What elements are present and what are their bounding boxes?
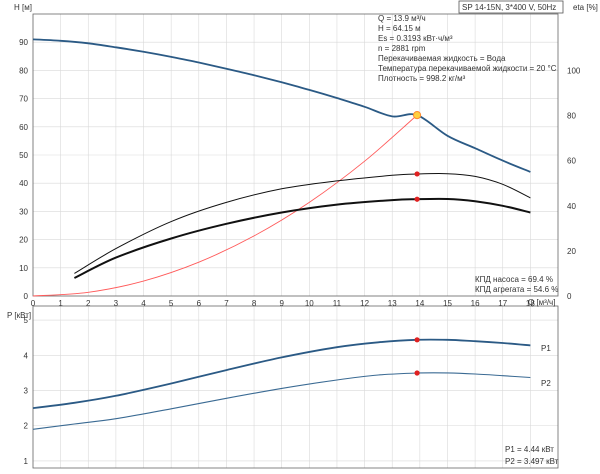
x-tick-label: 1 [58, 299, 63, 308]
system-curve [32, 114, 418, 297]
power-y-tick-label: 2 [24, 422, 29, 431]
head-curve [32, 38, 531, 173]
power-y-tick-label: 1 [24, 457, 29, 466]
right-axis-label-eta: eta [%] [573, 3, 598, 12]
x-tick-label: 11 [333, 299, 342, 308]
power-y-tick-label: 4 [24, 351, 29, 360]
title-box [458, 0, 564, 14]
annotation-speed: n = 2881 rpm [378, 44, 426, 53]
y-tick-label: 60 [19, 123, 28, 132]
y-right-tick-label: 20 [567, 247, 576, 256]
power-plot-frame [32, 305, 559, 469]
unit-efficiency-curve [73, 197, 531, 279]
annotation-unit-efficiency: КПД агрегата = 54.6 % [475, 285, 558, 294]
x-tick-label: 9 [279, 299, 284, 308]
annotation-pump-efficiency: КПД насоса = 69.4 % [475, 275, 553, 284]
duty-annotations: Q = 13.9 м³/ч H = 64.15 м Es = 0.3193 кВ… [378, 14, 557, 83]
annotation-temperature: Температура перекачиваемой жидкости = 20… [378, 64, 557, 73]
x-tick-label: 10 [305, 299, 314, 308]
x-tick-label: 13 [388, 299, 397, 308]
y-tick-label: 80 [19, 66, 28, 75]
y-tick-label: 40 [19, 179, 28, 188]
x-tick-label: 17 [498, 299, 507, 308]
annotation-p2: P2 = 3.497 кВт [505, 457, 559, 466]
y-right-tick-label: 80 [567, 112, 576, 121]
y-tick-label: 30 [19, 207, 28, 216]
grid-lines [32, 14, 558, 468]
unit-efficiency-point-marker [414, 196, 420, 202]
annotation-flow: Q = 13.9 м³/ч [378, 14, 426, 23]
x-tick-label: 6 [197, 299, 202, 308]
x-tick-label: 8 [252, 299, 257, 308]
plot-frames [32, 13, 559, 469]
annotation-liquid: Перекачиваемая жидкость = Вода [378, 54, 506, 63]
power-y-tick-label: 3 [24, 387, 29, 396]
series-lines [32, 38, 531, 430]
operating-point-marker [412, 110, 422, 120]
y-tick-label: 0 [24, 292, 29, 301]
series-label-p2: P2 [541, 379, 551, 388]
p1-curve [32, 338, 531, 409]
annotation-density: Плотность = 998.2 кг/м³ [378, 74, 466, 83]
y-right-tick-label: 40 [567, 202, 576, 211]
p2-curve [32, 372, 531, 430]
power-axis-label: P [кВт] [7, 311, 31, 320]
y-tick-label: 90 [19, 38, 28, 47]
x-tick-label: 18 [526, 299, 535, 308]
power-y-tick-label: 5 [24, 316, 29, 325]
pump-efficiency-point-marker [414, 171, 420, 177]
series-label-p1: P1 [541, 344, 551, 353]
x-tick-label: 5 [169, 299, 174, 308]
p2-point-marker [414, 370, 420, 376]
x-tick-label: 2 [86, 299, 91, 308]
x-tick-label: 7 [224, 299, 229, 308]
x-tick-label: 12 [360, 299, 369, 308]
y-right-tick-label: 0 [567, 292, 572, 301]
x-tick-label: 3 [114, 299, 119, 308]
annotation-energy: Es = 0.3193 кВт·ч/м³ [378, 34, 453, 43]
annotation-p1: P1 = 4.44 кВт [505, 445, 554, 454]
head-plot-frame [32, 13, 559, 297]
x-tick-label: 4 [141, 299, 146, 308]
y-right-tick-label: 60 [567, 157, 576, 166]
y-tick-label: 70 [19, 95, 28, 104]
y-tick-label: 10 [19, 264, 28, 273]
x-tick-label: 15 [443, 299, 452, 308]
annotation-head: H = 64.15 м [378, 24, 421, 33]
x-tick-label: 14 [415, 299, 424, 308]
y-right-tick-label: 100 [567, 66, 581, 75]
y-tick-label: 50 [19, 151, 28, 160]
y-tick-label: 20 [19, 236, 28, 245]
x-axis-label-q: Q [м³/ч] [528, 298, 555, 307]
x-tick-label: 16 [471, 299, 480, 308]
left-axis-label-h: H [м] [14, 3, 32, 12]
chart-title: SP 14-15N, 3*400 V, 50Hz [462, 3, 556, 12]
tick-labels: 0 1 2 3 4 5 6 7 8 9 10 11 12 13 14 15 16 17 18010203040506… [19, 38, 581, 466]
p1-point-marker [414, 337, 420, 343]
duty-points [412, 110, 422, 376]
pump-efficiency-curve [74, 173, 531, 274]
x-tick-label: 0 [31, 299, 36, 308]
